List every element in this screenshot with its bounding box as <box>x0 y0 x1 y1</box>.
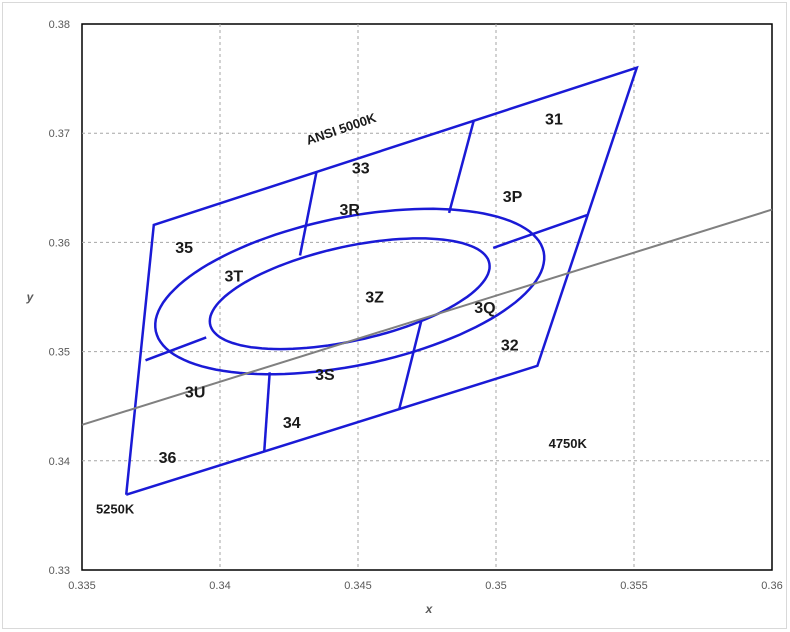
bin-label-34: 34 <box>283 415 301 432</box>
bin-label-35: 35 <box>175 240 193 257</box>
y-axis-title: y <box>26 290 35 304</box>
annotation-4750k: 4750K <box>549 436 588 451</box>
bin-label-33: 33 <box>352 160 370 177</box>
x-tick-label: 0.335 <box>68 580 96 592</box>
bin-label-3q: 3Q <box>474 300 495 317</box>
bin-label-36: 36 <box>159 450 177 467</box>
bin-label-3t: 3T <box>224 269 243 286</box>
segment-series <box>262 372 271 453</box>
plot-area <box>81 23 773 571</box>
x-tick-label: 0.355 <box>620 580 648 592</box>
segment-series <box>398 319 423 409</box>
segment-series <box>145 336 207 362</box>
bin-label-3u: 3U <box>185 384 205 401</box>
outline-series <box>124 65 639 496</box>
ellipse-series <box>154 207 546 376</box>
segment-series <box>447 119 476 214</box>
y-tick-label: 0.33 <box>49 565 70 577</box>
bin-label-3r: 3R <box>339 202 360 219</box>
planckian-locus-line <box>81 208 773 426</box>
y-tick-label: 0.34 <box>49 456 70 468</box>
bin-label-31: 31 <box>545 111 563 128</box>
y-tick-label: 0.36 <box>49 237 70 249</box>
x-tick-label: 0.35 <box>485 580 506 592</box>
bin-label-3p: 3P <box>503 189 523 206</box>
x-axis-title: x <box>425 602 434 616</box>
x-tick-label: 0.345 <box>344 580 372 592</box>
segment-series <box>492 213 588 250</box>
bin-label-32: 32 <box>501 337 519 354</box>
y-tick-label: 0.38 <box>49 19 70 31</box>
y-tick-label: 0.37 <box>49 128 70 140</box>
segment-series <box>298 171 318 256</box>
bin-label-3s: 3S <box>315 367 335 384</box>
ellipse-series <box>208 237 491 351</box>
x-tick-label: 0.36 <box>761 580 782 592</box>
y-tick-label: 0.35 <box>49 347 70 359</box>
x-tick-label: 0.34 <box>209 580 230 592</box>
bin-label-3z: 3Z <box>365 289 384 306</box>
annotation-5250k: 5250K <box>96 501 135 516</box>
